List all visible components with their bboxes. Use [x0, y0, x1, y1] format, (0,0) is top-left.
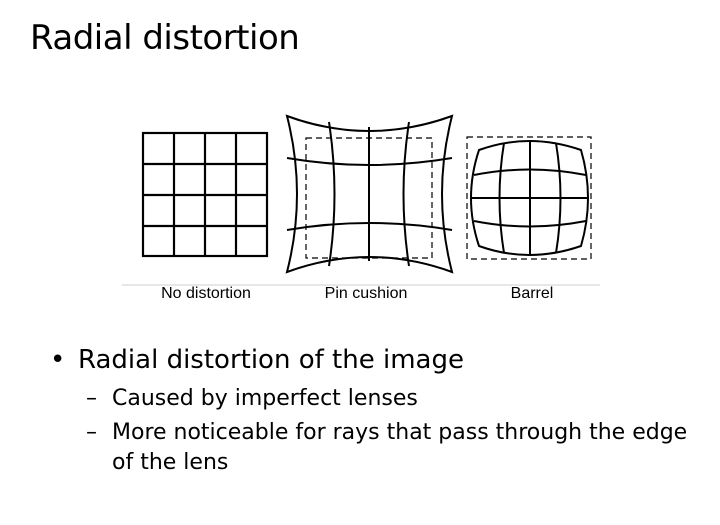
bullet-main: • Radial distortion of the image — [46, 340, 706, 380]
bullet-dash: – — [86, 386, 97, 411]
distortion-diagram — [122, 114, 600, 286]
bullet-dot: • — [50, 345, 66, 375]
bullet-main-text: Radial distortion of the image — [78, 345, 464, 375]
bullet-list: • Radial distortion of the image – Cause… — [46, 340, 706, 478]
bullet-sub-2: – More noticeable for rays that pass thr… — [46, 418, 706, 478]
distortion-figure: No distortion Pin cushion Barrel — [122, 94, 600, 314]
pin-cushion-grid — [285, 114, 454, 274]
caption-pin-cushion: Pin cushion — [324, 285, 408, 302]
bullet-sub-1-text: Caused by imperfect lenses — [112, 386, 418, 411]
bullet-sub-2-text: More noticeable for rays that pass throu… — [112, 420, 688, 475]
slide-title: Radial distortion — [30, 18, 300, 58]
bullet-dash: – — [86, 420, 97, 445]
caption-barrel: Barrel — [510, 285, 554, 302]
bullet-sub-1: – Caused by imperfect lenses — [46, 384, 706, 414]
barrel-grid — [466, 136, 592, 260]
no-distortion-grid — [141, 131, 269, 258]
caption-no-distortion: No distortion — [161, 285, 251, 302]
